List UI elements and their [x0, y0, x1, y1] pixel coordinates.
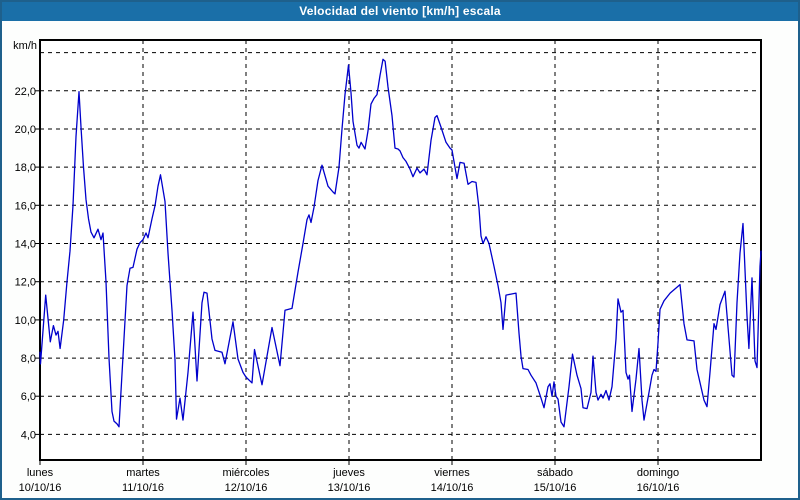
y-tick-label: 10,0 [15, 315, 36, 327]
plot-background [40, 40, 761, 460]
day-label: martes [126, 467, 160, 479]
day-label: miércoles [222, 467, 270, 479]
y-axis-unit-label: km/h [13, 40, 37, 52]
y-tick-label: 8,0 [21, 353, 36, 365]
date-label: 13/10/16 [328, 482, 371, 494]
y-tick-label: 4,0 [21, 429, 36, 441]
y-tick-label: 12,0 [15, 277, 36, 289]
day-label: viernes [434, 467, 470, 479]
date-label: 11/10/16 [122, 482, 164, 494]
date-label: 16/10/16 [637, 482, 680, 494]
date-label: 12/10/16 [225, 482, 268, 494]
day-label: sábado [537, 467, 573, 479]
day-label: domingo [637, 467, 679, 479]
y-tick-label: 22,0 [15, 86, 36, 98]
day-label: lunes [27, 467, 54, 479]
plot-border [39, 39, 762, 461]
y-tick-label: 16,0 [15, 200, 36, 212]
window-titlebar: Velocidad del viento [km/h] escala [0, 0, 800, 21]
window-title: Velocidad del viento [km/h] escala [299, 3, 501, 18]
date-label: 10/10/16 [19, 482, 62, 494]
y-tick-label: 14,0 [15, 239, 36, 251]
day-label: jueves [332, 467, 365, 479]
y-tick-label: 18,0 [15, 162, 36, 174]
date-label: 15/10/16 [534, 482, 577, 494]
y-tick-label: 20,0 [15, 124, 36, 136]
y-tick-label: 6,0 [21, 391, 36, 403]
wind-speed-line [39, 58, 762, 428]
date-label: 14/10/16 [431, 482, 474, 494]
